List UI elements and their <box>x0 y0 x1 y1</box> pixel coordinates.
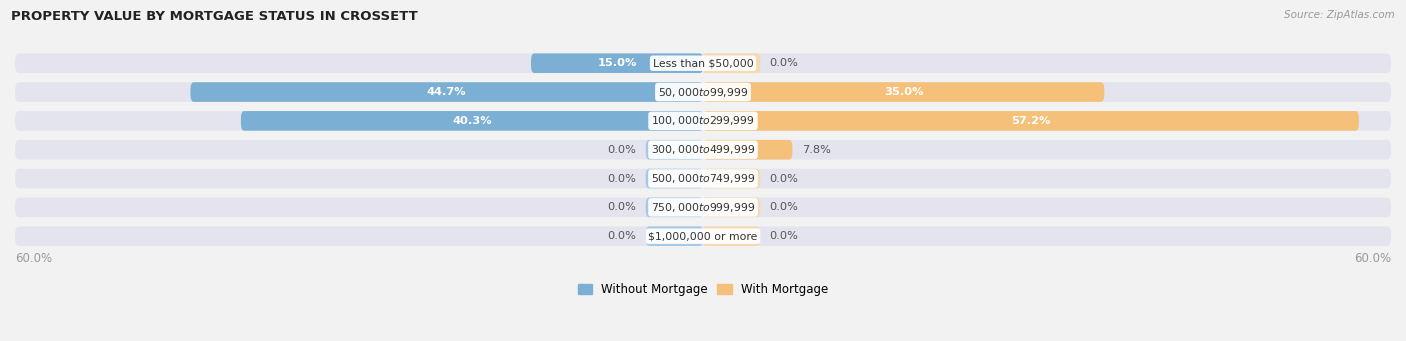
FancyBboxPatch shape <box>645 226 703 246</box>
Text: $50,000 to $99,999: $50,000 to $99,999 <box>658 86 748 99</box>
FancyBboxPatch shape <box>531 54 703 73</box>
Text: 57.2%: 57.2% <box>1011 116 1050 126</box>
Text: $300,000 to $499,999: $300,000 to $499,999 <box>651 143 755 156</box>
Text: 0.0%: 0.0% <box>607 174 637 183</box>
Text: Source: ZipAtlas.com: Source: ZipAtlas.com <box>1284 10 1395 20</box>
FancyBboxPatch shape <box>703 169 761 188</box>
FancyBboxPatch shape <box>645 140 703 160</box>
Text: 44.7%: 44.7% <box>427 87 467 97</box>
FancyBboxPatch shape <box>703 140 793 160</box>
Text: $100,000 to $299,999: $100,000 to $299,999 <box>651 114 755 128</box>
Text: 60.0%: 60.0% <box>1354 252 1391 265</box>
Text: 0.0%: 0.0% <box>769 202 799 212</box>
Text: $500,000 to $749,999: $500,000 to $749,999 <box>651 172 755 185</box>
FancyBboxPatch shape <box>190 82 703 102</box>
FancyBboxPatch shape <box>15 197 1391 217</box>
Text: 60.0%: 60.0% <box>15 252 52 265</box>
Text: 40.3%: 40.3% <box>453 116 492 126</box>
Text: 7.8%: 7.8% <box>801 145 831 155</box>
FancyBboxPatch shape <box>703 197 761 217</box>
Text: 0.0%: 0.0% <box>607 145 637 155</box>
FancyBboxPatch shape <box>15 54 1391 73</box>
Text: 0.0%: 0.0% <box>607 202 637 212</box>
Text: $750,000 to $999,999: $750,000 to $999,999 <box>651 201 755 214</box>
Text: 15.0%: 15.0% <box>598 58 637 68</box>
Text: PROPERTY VALUE BY MORTGAGE STATUS IN CROSSETT: PROPERTY VALUE BY MORTGAGE STATUS IN CRO… <box>11 10 418 23</box>
FancyBboxPatch shape <box>703 54 761 73</box>
FancyBboxPatch shape <box>15 140 1391 160</box>
Text: Less than $50,000: Less than $50,000 <box>652 58 754 68</box>
Text: $1,000,000 or more: $1,000,000 or more <box>648 231 758 241</box>
FancyBboxPatch shape <box>15 226 1391 246</box>
FancyBboxPatch shape <box>703 82 1104 102</box>
Text: 0.0%: 0.0% <box>607 231 637 241</box>
Text: 0.0%: 0.0% <box>769 58 799 68</box>
FancyBboxPatch shape <box>645 169 703 188</box>
FancyBboxPatch shape <box>703 111 1358 131</box>
Text: 0.0%: 0.0% <box>769 231 799 241</box>
FancyBboxPatch shape <box>703 226 761 246</box>
FancyBboxPatch shape <box>15 169 1391 188</box>
FancyBboxPatch shape <box>15 111 1391 131</box>
FancyBboxPatch shape <box>15 82 1391 102</box>
FancyBboxPatch shape <box>645 197 703 217</box>
Legend: Without Mortgage, With Mortgage: Without Mortgage, With Mortgage <box>574 279 832 301</box>
Text: 0.0%: 0.0% <box>769 174 799 183</box>
Text: 35.0%: 35.0% <box>884 87 924 97</box>
FancyBboxPatch shape <box>240 111 703 131</box>
